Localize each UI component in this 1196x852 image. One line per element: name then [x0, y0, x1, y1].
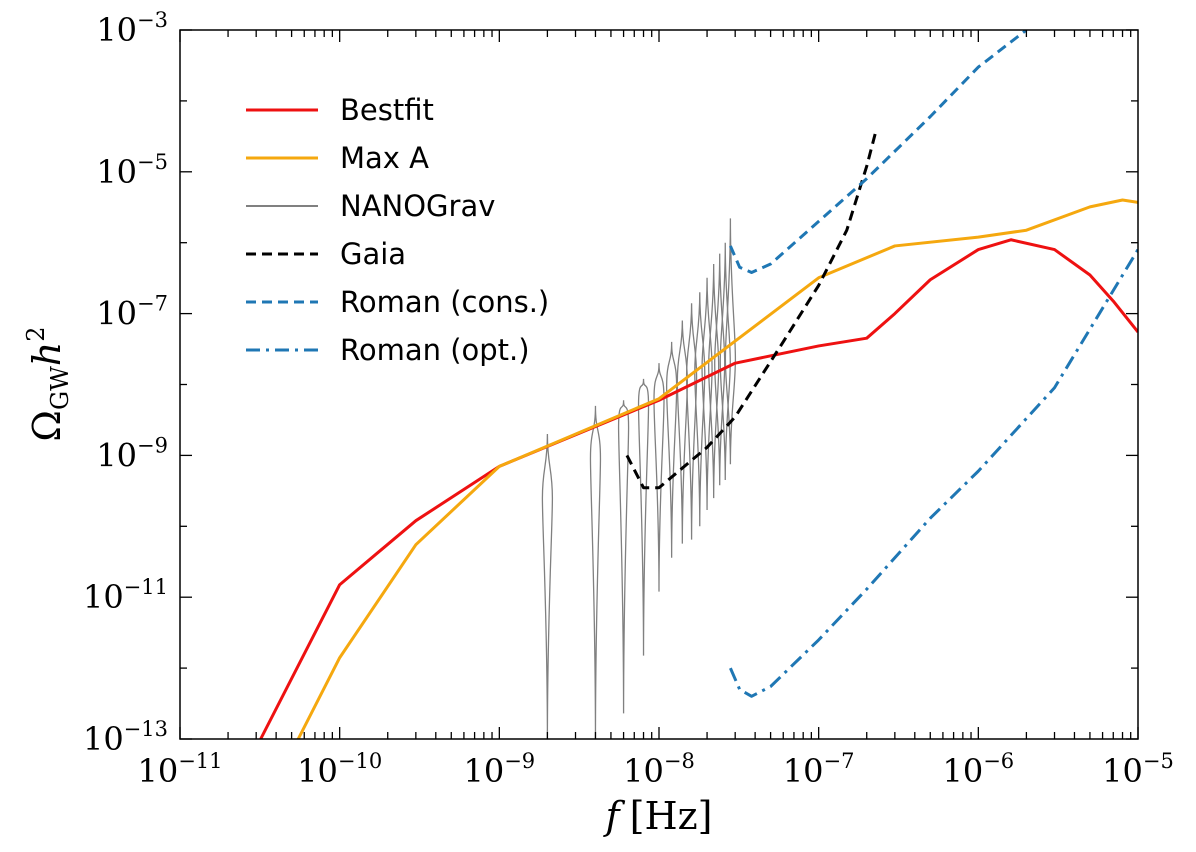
y-axis-title-main: Ω: [25, 410, 69, 442]
series-line-roman-cons: [729, 30, 1028, 274]
y-axis-title-superscript: 2: [22, 326, 50, 341]
nanograv-violin-6: [676, 320, 688, 544]
y-tick-label: 10−7: [96, 292, 168, 333]
y-tick-label: 10−5: [96, 150, 168, 191]
x-tick-label: 10−9: [463, 749, 535, 790]
series-line-bestfit: [259, 238, 1138, 739]
legend: Bestfit Max A NANOGrav Gaia Roman (cons.) Rom…: [246, 93, 549, 367]
y-axis-title: ΩGWh2: [22, 326, 74, 441]
series-line-gaia: [625, 128, 878, 490]
series-line-roman-opt: [729, 248, 1138, 698]
legend-label: Gaia: [340, 237, 406, 271]
legend-label: Max A: [340, 141, 429, 175]
x-tick-label: 10−8: [623, 749, 695, 790]
nanograv-violin-7: [685, 303, 698, 540]
nanograv-violin-4: [653, 363, 665, 592]
x-tick-label: 10−6: [942, 749, 1014, 790]
nanograv-violin-0: [541, 434, 554, 739]
y-tick-label: 10−9: [96, 433, 168, 474]
legend-label: Bestfit: [340, 93, 434, 127]
y-axis-title-var: h: [25, 342, 69, 366]
x-tick-label: 10−10: [297, 749, 382, 790]
y-tick-label: 10−13: [83, 717, 168, 758]
nanograv-violin-5: [665, 341, 678, 558]
x-tick-label: 10−11: [137, 749, 222, 790]
x-axis-title: f [Hz]: [603, 794, 713, 838]
legend-label: Roman (cons.): [340, 285, 549, 319]
x-axis-title-unit: [Hz]: [630, 794, 713, 838]
x-tick-label: 10−7: [783, 749, 855, 790]
legend-label: NANOGrav: [340, 189, 495, 223]
x-tick-label: 10−5: [1102, 749, 1174, 790]
nanograv-violin-12: [719, 242, 731, 480]
y-axis-title-subscript: GW: [46, 366, 74, 410]
ticks-layer: 10−11 10−10 10−9 10−8 10−7 10−6 10−510−1310−11…: [83, 8, 1174, 790]
nanograv-violin-11: [714, 253, 726, 486]
legend-label: Roman (opt.): [340, 333, 530, 367]
y-tick-label: 10−3: [96, 8, 168, 49]
nanograv-violin-8: [694, 292, 706, 527]
y-tick-label: 10−11: [83, 575, 168, 616]
series-line-max-a: [296, 198, 1138, 739]
